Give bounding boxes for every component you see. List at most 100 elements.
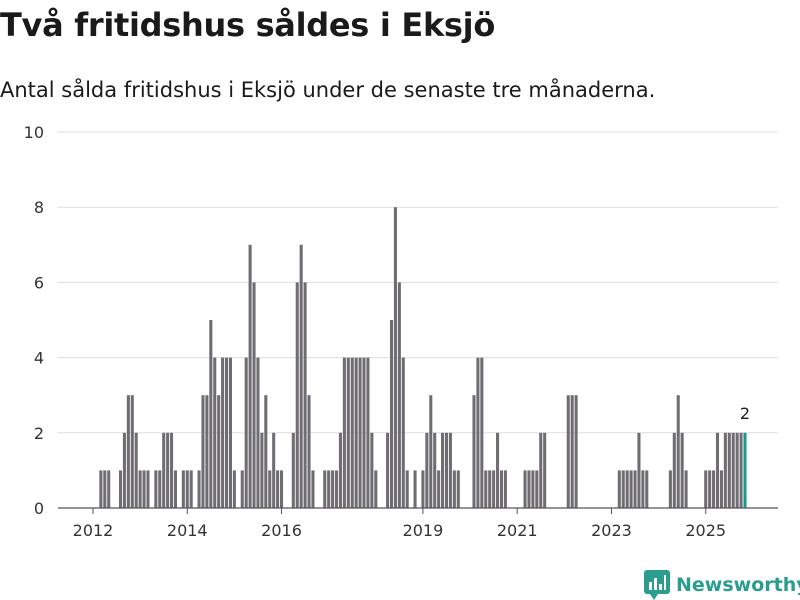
bar	[342, 357, 346, 508]
chart-subtitle: Antal sålda fritidshus i Eksjö under de …	[0, 78, 656, 102]
y-tick-label: 2	[34, 424, 44, 443]
bar	[535, 470, 539, 508]
bar	[201, 395, 205, 508]
y-tick-label: 10	[24, 123, 44, 142]
bar	[531, 470, 535, 508]
bar	[185, 470, 189, 508]
bar	[173, 470, 178, 508]
bar	[146, 470, 150, 508]
bar	[358, 357, 362, 508]
bar	[574, 395, 578, 508]
bar	[299, 244, 303, 509]
bar-chart: 0 2 4 6 8 10 2012 2014 2016 2019 2021 2023 2025 2	[24, 123, 778, 540]
bar	[444, 432, 449, 508]
y-tick-label: 6	[34, 273, 44, 292]
bar	[264, 395, 268, 508]
bar	[228, 357, 233, 508]
x-tick-label: 2016	[261, 521, 302, 540]
bar	[492, 470, 496, 508]
brand-name: Newsworthy	[676, 574, 800, 596]
newsworthy-brand: Newsworthy	[644, 570, 800, 600]
x-tick-label: 2021	[497, 521, 538, 540]
bar	[437, 470, 441, 508]
bar	[366, 357, 370, 508]
bar	[303, 282, 307, 508]
bar	[633, 470, 637, 508]
bar	[323, 470, 327, 508]
bar	[334, 470, 339, 508]
bar	[452, 470, 456, 508]
bar	[346, 357, 350, 508]
bar	[268, 470, 272, 508]
bar	[162, 432, 166, 508]
bar	[499, 470, 504, 508]
y-axis-labels: 0 2 4 6 8 10	[24, 123, 44, 518]
bar	[543, 432, 547, 508]
bar	[244, 357, 248, 508]
bar	[405, 470, 409, 508]
y-tick-label: 8	[34, 198, 44, 217]
bar	[739, 432, 743, 508]
bar	[209, 320, 213, 508]
bar	[197, 470, 201, 508]
x-tick-label: 2014	[167, 521, 208, 540]
bar	[350, 357, 354, 508]
bar	[708, 470, 712, 508]
bar	[154, 470, 158, 508]
bar	[138, 470, 142, 508]
bar	[118, 470, 123, 508]
bar	[421, 470, 425, 508]
bar	[715, 432, 720, 508]
bar	[225, 357, 229, 508]
bar	[331, 470, 335, 508]
bar	[456, 470, 460, 508]
bar	[389, 320, 394, 508]
bar	[433, 432, 437, 508]
bar	[684, 470, 688, 508]
bar	[523, 470, 527, 508]
bar	[641, 470, 645, 508]
bar	[480, 357, 484, 508]
bar	[134, 432, 138, 508]
bar	[680, 432, 684, 508]
bar	[307, 395, 311, 508]
bar	[189, 470, 193, 508]
bar	[723, 432, 727, 508]
bar	[122, 432, 126, 508]
bar	[126, 395, 130, 508]
bar	[539, 432, 543, 508]
bar	[727, 432, 731, 508]
bar	[413, 470, 417, 508]
bar	[496, 432, 500, 508]
bar	[248, 244, 252, 509]
bar	[566, 395, 570, 508]
bar	[338, 432, 342, 508]
bar	[99, 470, 103, 508]
bar	[362, 357, 366, 508]
bar	[629, 470, 633, 508]
x-tick-label: 2012	[73, 521, 114, 540]
annotations: 2	[740, 404, 750, 423]
bar	[327, 470, 331, 508]
bar	[731, 432, 735, 508]
bar	[704, 470, 708, 508]
bar	[276, 470, 280, 508]
bar	[476, 357, 480, 508]
newsworthy-logo-icon	[644, 570, 670, 600]
bar	[295, 282, 299, 508]
bar	[527, 470, 531, 508]
bar	[488, 470, 492, 508]
bar	[213, 357, 217, 508]
bar	[221, 357, 225, 508]
bar	[240, 470, 244, 508]
bar	[370, 432, 374, 508]
bar	[645, 470, 649, 508]
bar	[181, 470, 185, 508]
bar	[279, 470, 284, 508]
bar	[621, 470, 625, 508]
bar	[393, 207, 397, 508]
latest-value-label: 2	[740, 404, 750, 423]
bar	[205, 395, 209, 508]
x-tick-label: 2023	[591, 521, 632, 540]
bars	[99, 207, 747, 509]
